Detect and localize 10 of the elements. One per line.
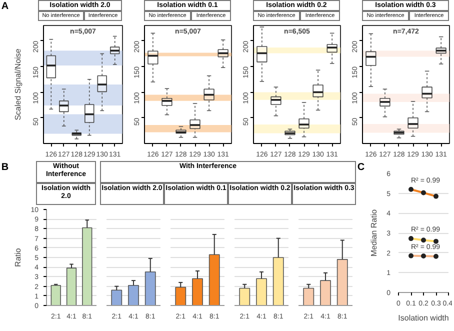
y-axis-title: Scaled Signal/Noise [14,48,22,120]
x-axis-title: Isolation width [398,314,449,322]
y-axis-title: Median Ratio [370,208,379,257]
y-axis-title: Ratio [14,248,23,267]
bar [50,284,61,306]
text: A [1,1,9,12]
text: B [1,162,9,174]
text: C [357,162,365,174]
bar [66,268,77,306]
bar [82,227,92,306]
